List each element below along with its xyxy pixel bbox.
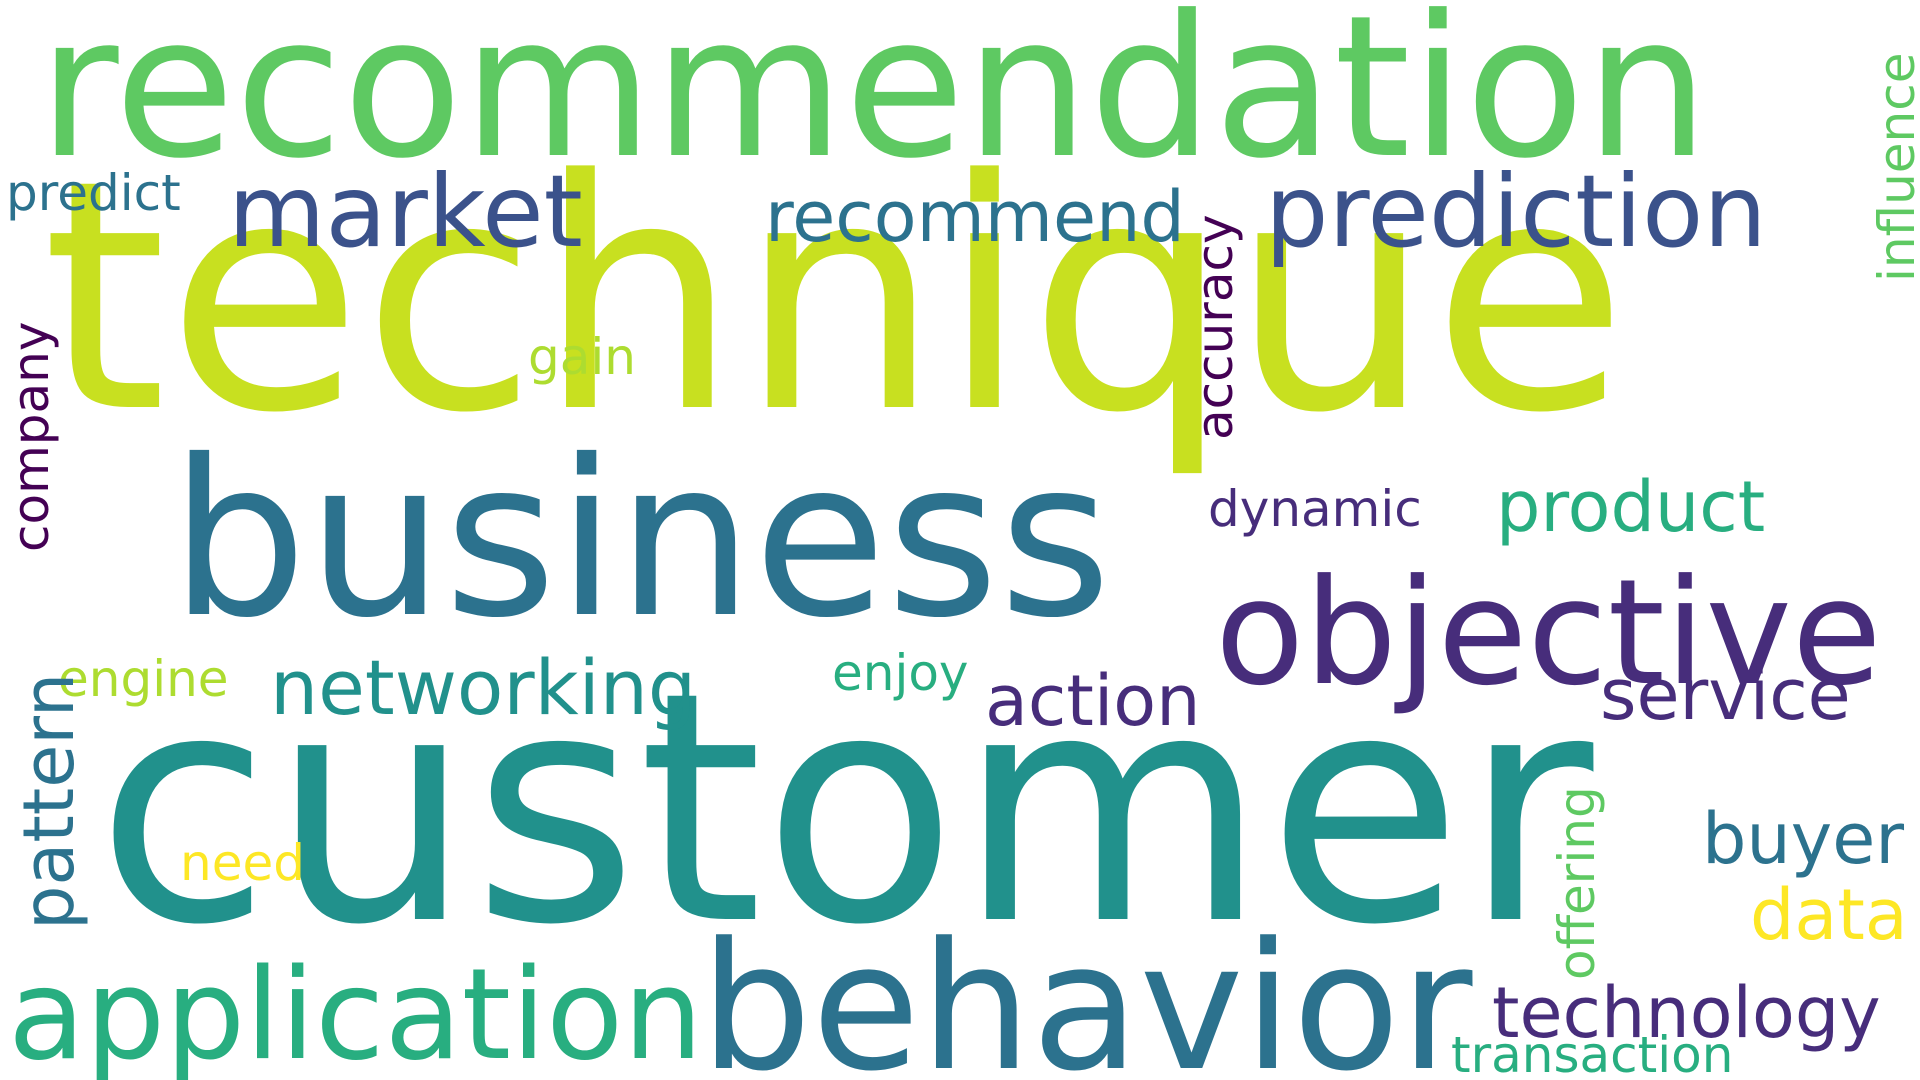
word-dynamic: dynamic bbox=[1208, 480, 1422, 538]
word-accuracy: accuracy bbox=[1186, 214, 1244, 440]
word-technology: technology bbox=[1492, 972, 1881, 1054]
word-application: application bbox=[8, 941, 704, 1080]
word-recommendation: recommendation bbox=[38, 0, 1710, 202]
word-product: product bbox=[1496, 466, 1766, 548]
word-service: service bbox=[1600, 654, 1851, 736]
word-business: business bbox=[170, 414, 1112, 665]
word-gain: gain bbox=[528, 328, 636, 386]
word-networking: networking bbox=[270, 643, 697, 732]
word-data: data bbox=[1750, 874, 1908, 956]
word-company: company bbox=[2, 321, 60, 552]
word-offering: offering bbox=[1548, 786, 1606, 980]
word-buyer: buyer bbox=[1702, 798, 1905, 880]
word-recommend: recommend bbox=[765, 176, 1185, 258]
word-need: need bbox=[180, 834, 305, 892]
word-influence: influence bbox=[1868, 52, 1920, 282]
word-objective: objective bbox=[1215, 548, 1882, 718]
word-prediction: prediction bbox=[1265, 153, 1767, 270]
word-engine: engine bbox=[58, 650, 229, 708]
word-technique: technique bbox=[42, 112, 1628, 482]
word-pattern: pattern bbox=[8, 672, 90, 930]
word-market: market bbox=[228, 153, 583, 270]
word-predict: predict bbox=[6, 164, 181, 222]
word-transaction: transaction bbox=[1451, 1026, 1734, 1080]
word-behavior: behavior bbox=[700, 905, 1473, 1080]
word-customer: customer bbox=[96, 624, 1594, 994]
word-enjoy: enjoy bbox=[832, 644, 969, 702]
word-action: action bbox=[985, 660, 1201, 742]
